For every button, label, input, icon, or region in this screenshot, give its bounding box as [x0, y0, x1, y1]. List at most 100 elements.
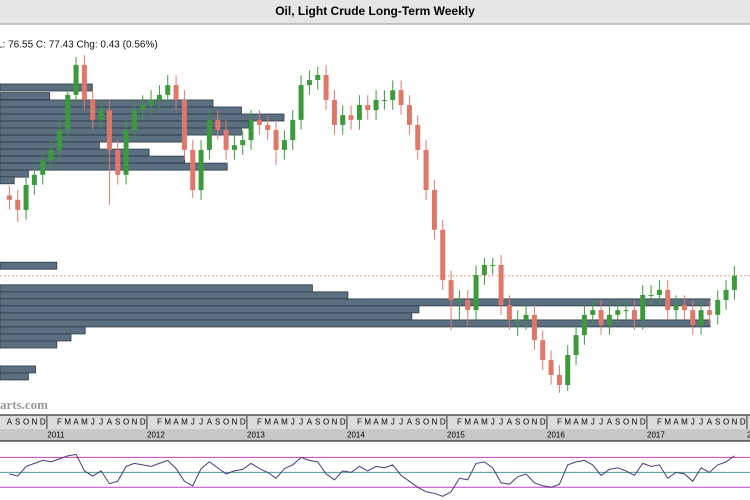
volume-bar — [0, 106, 242, 115]
month-label: M — [564, 418, 571, 427]
year-label: 2017 — [647, 431, 665, 440]
candle-body — [498, 264, 504, 306]
candle-body — [590, 310, 596, 315]
volume-bar — [0, 169, 29, 178]
month-label: M — [281, 418, 288, 427]
volume-bar — [0, 284, 313, 293]
month-label: M — [64, 418, 71, 427]
candle-body — [473, 275, 479, 311]
candle-body — [531, 314, 537, 341]
month-label: M — [364, 418, 371, 427]
candle-body — [331, 99, 337, 125]
month-label: J — [699, 418, 703, 427]
candle-body — [631, 310, 637, 320]
candle-body — [365, 105, 371, 111]
month-label: O — [223, 418, 229, 427]
candle-body — [281, 140, 287, 150]
candle-body — [706, 310, 712, 315]
month-label: A — [607, 418, 613, 427]
price-panel — [0, 55, 750, 393]
month-label: O — [123, 418, 129, 427]
watermark: arts.com — [0, 397, 48, 412]
candle-body — [598, 310, 604, 325]
price-header: L: 76.55 C: 77.43 Chg: 0.43 (0.56%) — [0, 40, 158, 51]
candle-body — [440, 229, 446, 281]
month-label: D — [140, 418, 146, 427]
candle-body — [465, 300, 471, 311]
candle-body — [248, 119, 254, 141]
candle-body — [56, 129, 62, 150]
candle-body — [298, 85, 304, 120]
candle-body — [165, 85, 171, 95]
candle-body — [565, 355, 571, 386]
month-label: F — [457, 418, 462, 427]
candle-body — [390, 90, 396, 100]
month-label: J — [199, 418, 203, 427]
candle-body — [490, 264, 496, 266]
candle-body — [156, 94, 162, 100]
candle-body — [131, 110, 137, 130]
month-label: S — [15, 418, 20, 427]
year-label: 2016 — [547, 431, 565, 440]
candle-body — [398, 90, 404, 106]
month-label: J — [91, 418, 95, 427]
candle-body — [615, 310, 621, 315]
candle-body — [431, 190, 437, 230]
volume-bar — [0, 365, 36, 374]
month-label: S — [415, 418, 420, 427]
candle-body — [6, 195, 12, 200]
candle-body — [673, 305, 679, 311]
month-label: A — [7, 418, 13, 427]
month-label: A — [173, 418, 179, 427]
candle-body — [206, 119, 212, 150]
candle-body — [181, 99, 187, 150]
candle-body — [106, 110, 112, 150]
candle-body — [123, 129, 129, 175]
title-bar — [0, 0, 750, 24]
volume-bar — [0, 176, 15, 185]
month-label: J — [291, 418, 295, 427]
candle-body — [190, 149, 196, 191]
candle-body — [548, 360, 554, 375]
month-label: N — [32, 418, 38, 427]
candle-body — [31, 174, 37, 185]
candle-body — [198, 149, 204, 191]
month-label: M — [581, 418, 588, 427]
month-label: M — [81, 418, 88, 427]
volume-bar — [0, 134, 186, 143]
month-label: M — [681, 418, 688, 427]
year-label: 2018 — [747, 431, 750, 440]
candle-body — [73, 64, 79, 95]
volume-bar — [0, 340, 58, 349]
candle-body — [340, 115, 346, 125]
volume-bar — [0, 319, 711, 328]
month-axis-band — [0, 415, 750, 429]
candle-body — [515, 319, 521, 321]
candle-body — [731, 275, 737, 290]
month-label: O — [423, 418, 429, 427]
volume-bar — [0, 162, 228, 171]
volume-bar — [0, 312, 413, 321]
candle-body — [406, 105, 412, 125]
month-label: M — [381, 418, 388, 427]
candle-body — [723, 289, 729, 301]
month-label: S — [115, 418, 120, 427]
month-label: J — [299, 418, 303, 427]
month-label: M — [181, 418, 188, 427]
volume-bar — [0, 99, 214, 108]
month-label: A — [707, 418, 713, 427]
month-label: J — [491, 418, 495, 427]
candle-body — [456, 300, 462, 302]
volume-bar — [0, 305, 420, 314]
month-label: O — [723, 418, 729, 427]
candle-body — [173, 85, 179, 100]
volume-bar — [0, 326, 86, 335]
month-label: A — [407, 418, 413, 427]
month-label: F — [57, 418, 62, 427]
volume-bar — [0, 92, 51, 100]
month-label: F — [157, 418, 162, 427]
candle-body — [581, 314, 587, 336]
candle-body — [348, 115, 354, 120]
